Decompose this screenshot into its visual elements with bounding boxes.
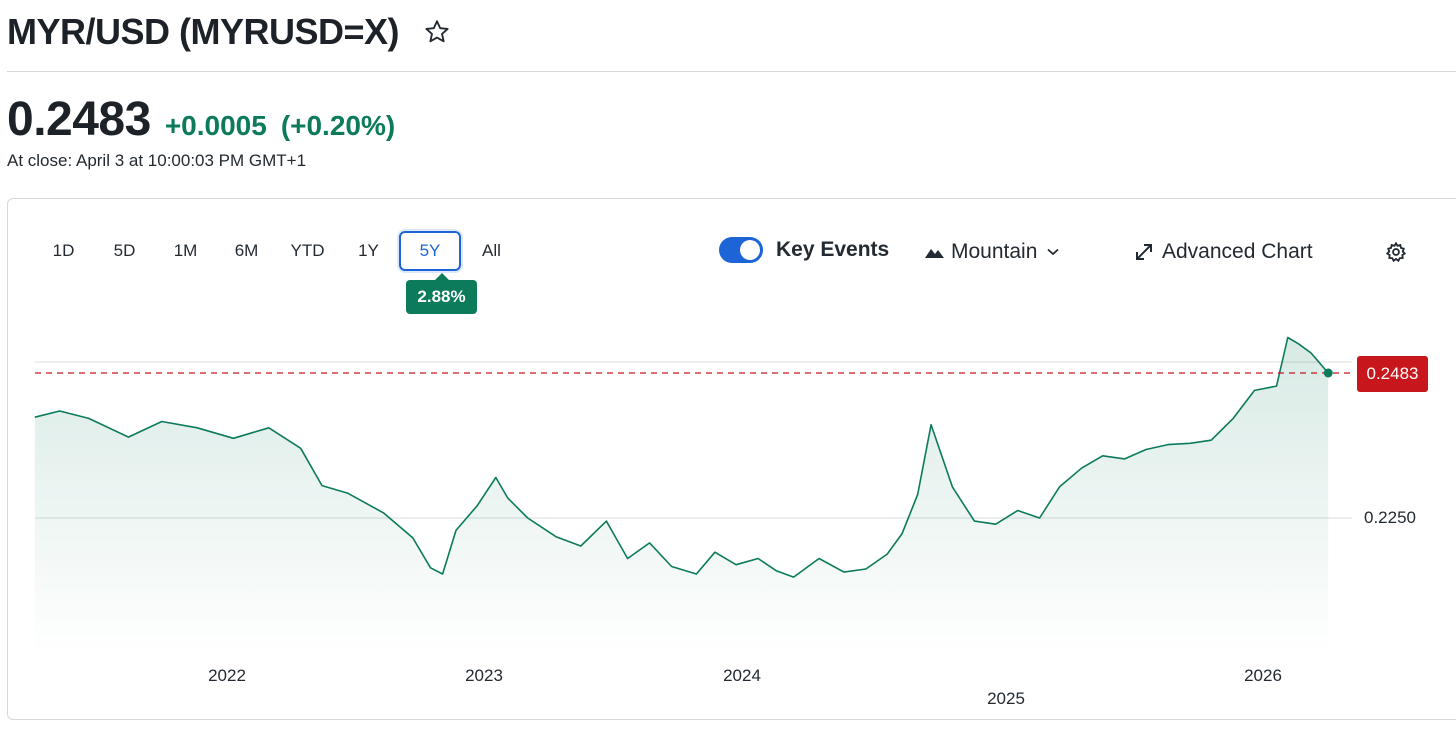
range-return-badge: 2.88% <box>406 273 477 314</box>
range-all[interactable]: All <box>482 241 501 260</box>
mountain-icon <box>925 245 945 259</box>
advanced-chart-label: Advanced Chart <box>1162 240 1313 263</box>
price-line <box>34 336 1329 578</box>
header-divider <box>7 71 1456 72</box>
price-change: +0.0005 <box>164 110 267 141</box>
x-tick-label: 2026 <box>1244 666 1282 685</box>
range-1d[interactable]: 1D <box>52 241 75 260</box>
range-ytd[interactable]: YTD <box>290 241 325 260</box>
expand-arrows-icon <box>1134 242 1154 262</box>
gear-icon[interactable] <box>1385 237 1407 267</box>
page-title: MYR/USD (MYRUSD=X) <box>7 11 400 52</box>
x-tick-label: 2025 <box>987 689 1025 708</box>
price-change-percent: (+0.20%) <box>280 110 396 141</box>
chevron-down-icon <box>1047 248 1059 256</box>
range-5y[interactable]: 5Y <box>399 231 461 271</box>
range-1m[interactable]: 1M <box>173 241 198 260</box>
last-price: 0.2483 <box>7 93 151 146</box>
star-outline-icon[interactable] <box>423 18 451 46</box>
range-6m[interactable]: 6M <box>234 241 259 260</box>
range-5d[interactable]: 5D <box>113 241 136 260</box>
chart-card <box>7 198 1456 720</box>
close-timestamp: At close: April 3 at 10:00:03 PM GMT+1 <box>7 151 307 170</box>
chart-type-label: Mountain <box>951 240 1038 263</box>
key-events-toggle[interactable] <box>719 237 763 263</box>
range-selector: 1D 5D 1M 6M YTD 1Y 5Y All <box>33 231 522 271</box>
last-price-marker <box>1323 368 1333 378</box>
advanced-chart-button[interactable]: Advanced Chart <box>1134 237 1313 267</box>
page-header: MYR/USD (MYRUSD=X) <box>7 6 451 58</box>
range-1y[interactable]: 1Y <box>358 241 379 260</box>
key-events-control: Key Events <box>719 237 889 263</box>
chart-type-dropdown[interactable]: Mountain <box>925 237 1059 267</box>
price-area <box>34 337 1329 655</box>
x-tick-label: 2022 <box>208 666 246 685</box>
x-tick-label: 2024 <box>723 666 761 685</box>
key-events-label: Key Events <box>776 238 890 261</box>
x-tick-label: 2023 <box>465 666 503 685</box>
y-tick-label: 0.2250 <box>1364 508 1416 527</box>
last-price-tag: 0.2483 <box>1357 356 1428 392</box>
quote-row: 0.2483 +0.0005 (+0.20%) <box>7 92 395 147</box>
